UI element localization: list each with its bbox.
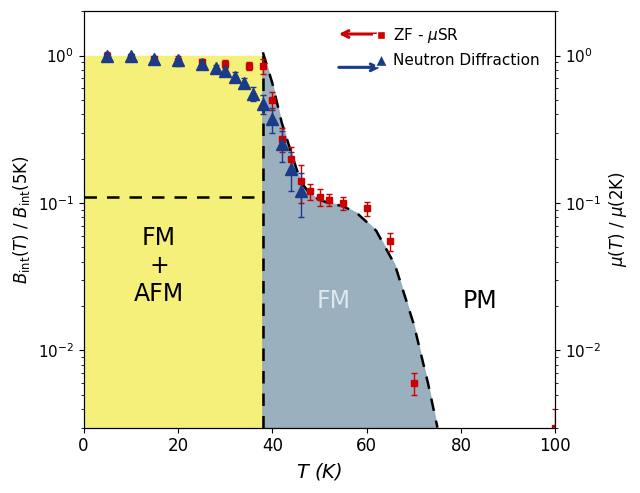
Legend: ZF - $\mu$SR, Neutron Diffraction: ZF - $\mu$SR, Neutron Diffraction <box>366 19 548 75</box>
Y-axis label: $\mu(T)\ /\ \mu(2{\rm K})$: $\mu(T)\ /\ \mu(2{\rm K})$ <box>607 172 629 267</box>
Text: FM
+
AFM: FM + AFM <box>134 226 184 306</box>
Polygon shape <box>263 52 438 427</box>
Text: FM: FM <box>317 289 351 313</box>
X-axis label: $T$ (K): $T$ (K) <box>296 461 342 482</box>
Y-axis label: $B_{\rm int}(T)\ /\ B_{\rm int}(5{\rm K})$: $B_{\rm int}(T)\ /\ B_{\rm int}(5{\rm K}… <box>11 155 32 284</box>
Text: PM: PM <box>463 289 497 313</box>
